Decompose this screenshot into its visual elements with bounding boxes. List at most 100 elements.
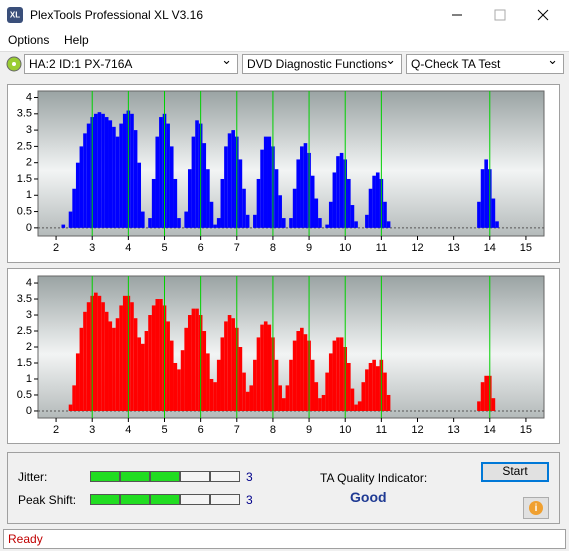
y-tick-label: 0 xyxy=(26,405,32,417)
bar xyxy=(314,198,319,228)
window-controls[interactable] xyxy=(440,0,569,30)
bar xyxy=(224,321,228,411)
bar xyxy=(86,123,91,228)
test-select[interactable]: Q-Check TA Test xyxy=(406,51,564,74)
x-tick-label: 10 xyxy=(339,242,351,254)
y-tick-label: 4 xyxy=(26,91,32,103)
bar xyxy=(274,169,279,228)
bar xyxy=(115,136,120,228)
bar xyxy=(368,188,373,228)
bar xyxy=(173,178,178,228)
bar xyxy=(375,172,380,228)
bar xyxy=(318,218,322,228)
bar xyxy=(300,327,304,411)
bar xyxy=(61,224,66,228)
drive-icon xyxy=(6,56,22,72)
bar xyxy=(325,372,329,411)
bar xyxy=(267,136,272,228)
bar xyxy=(267,324,272,411)
bar xyxy=(480,382,485,411)
bar xyxy=(339,337,344,411)
bar xyxy=(310,175,315,228)
bar xyxy=(216,218,221,228)
bar xyxy=(68,211,73,228)
x-tick-label: 12 xyxy=(411,424,423,436)
bar xyxy=(491,198,496,228)
bar xyxy=(191,308,196,411)
x-tick-label: 11 xyxy=(376,424,387,436)
y-tick-label: 1 xyxy=(26,189,32,201)
start-button[interactable]: Start xyxy=(481,462,549,482)
bar xyxy=(101,302,105,411)
info-button[interactable]: i xyxy=(523,497,549,519)
bar xyxy=(354,404,358,411)
menu-bar: Options Help xyxy=(0,30,569,52)
bar xyxy=(231,130,235,228)
meter-segment xyxy=(120,471,150,482)
bar xyxy=(289,359,293,411)
bar xyxy=(383,201,387,228)
bar xyxy=(357,401,362,411)
bar xyxy=(83,311,87,411)
bar xyxy=(477,401,481,411)
bar xyxy=(292,340,297,411)
bar xyxy=(263,321,268,411)
meter-segment xyxy=(120,494,150,505)
window-title: PlexTools Professional XL V3.16 xyxy=(30,8,203,22)
ta-quality-value: Good xyxy=(350,489,387,505)
function-select[interactable]: DVD Diagnostic Functions xyxy=(242,51,402,74)
bar xyxy=(480,169,485,228)
y-tick-label: 2.5 xyxy=(17,140,32,152)
meter-segment xyxy=(150,471,180,482)
bar xyxy=(101,113,105,228)
jitter-value: 3 xyxy=(246,470,253,484)
bar xyxy=(169,146,174,228)
drive-select[interactable]: HA:2 ID:1 PX-716A xyxy=(24,51,238,74)
bar xyxy=(292,188,297,228)
bar xyxy=(94,113,98,228)
bar xyxy=(242,372,246,411)
bar xyxy=(383,372,387,411)
bar xyxy=(75,353,80,411)
bar xyxy=(354,221,358,228)
x-tick-label: 2 xyxy=(53,242,59,254)
bar xyxy=(209,378,214,411)
bar xyxy=(253,359,257,411)
y-tick-label: 0.5 xyxy=(17,389,32,401)
x-tick-label: 14 xyxy=(484,424,496,436)
bar xyxy=(368,362,373,411)
bar xyxy=(159,117,163,228)
bar xyxy=(112,126,116,228)
bar xyxy=(166,321,170,411)
bar xyxy=(144,331,149,411)
menu-item[interactable]: Options xyxy=(8,33,50,47)
bar xyxy=(484,159,488,228)
meter-segment xyxy=(90,494,120,505)
x-tick-label: 13 xyxy=(448,242,460,254)
x-tick-label: 11 xyxy=(376,242,387,254)
bar xyxy=(350,205,355,228)
meter-segment xyxy=(210,471,240,482)
bar xyxy=(245,391,250,411)
menu-item[interactable]: Help xyxy=(64,33,89,47)
bar xyxy=(339,152,344,228)
x-tick-label: 6 xyxy=(198,424,204,436)
bar xyxy=(281,398,286,411)
bar xyxy=(155,136,160,228)
bar xyxy=(206,169,210,228)
bar xyxy=(372,359,376,411)
bar xyxy=(227,315,232,411)
bar xyxy=(112,327,116,411)
bar xyxy=(148,315,152,411)
bar xyxy=(104,117,109,228)
bar xyxy=(133,130,138,228)
bar xyxy=(491,398,496,411)
bar xyxy=(296,331,301,411)
x-tick-label: 12 xyxy=(411,242,423,254)
bar xyxy=(332,172,337,228)
bar xyxy=(151,305,156,411)
bar xyxy=(187,169,192,228)
bar xyxy=(260,149,264,228)
bar xyxy=(68,404,73,411)
bar xyxy=(242,188,246,228)
